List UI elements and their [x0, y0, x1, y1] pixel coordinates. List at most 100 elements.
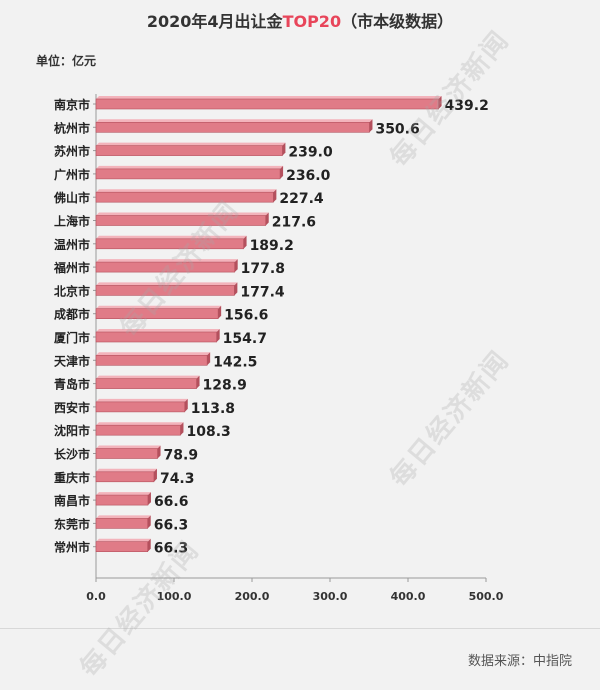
bar-chart: 0.0 100.0 200.0 300.0 400.0 500.0 南京市 439.2 杭州市 3… [53, 94, 504, 603]
chart-title: 2020年4月出让金TOP20（市本级数据） [0, 8, 600, 32]
bar [95, 518, 149, 529]
source-label: 数据来源：中指院 [467, 654, 572, 669]
value-label: 227.4 [279, 191, 324, 207]
bar-end-face [216, 329, 220, 342]
title-highlight: TOP20 [282, 12, 342, 31]
bar-end-face [207, 352, 211, 366]
bar-top-face [96, 259, 238, 263]
category-label: 杭州市 [54, 120, 90, 135]
value-label: 439.2 [445, 98, 489, 114]
bar-top-face [96, 142, 286, 146]
category-label: 青岛市 [54, 377, 90, 392]
category-label: 上海市 [54, 214, 90, 229]
bar-top-face [96, 189, 277, 193]
bar-end-face [282, 142, 286, 156]
bar [95, 494, 149, 506]
value-label: 236.0 [286, 168, 331, 184]
bar-end-face [184, 398, 188, 412]
bar-top-face [96, 235, 247, 239]
value-label: 177.4 [240, 284, 285, 300]
bar-top-face [96, 329, 220, 332]
bar-end-face [147, 492, 151, 506]
bar-top-face [96, 515, 151, 519]
value-label: 108.3 [186, 424, 230, 440]
title-part2: （市本级数据） [341, 12, 454, 31]
bar-top-face [96, 538, 151, 542]
category-label: 重庆市 [54, 470, 90, 485]
bar-top-face [96, 468, 157, 472]
category-label: 北京市 [54, 283, 90, 298]
x-tick-label: 500.0 [469, 590, 504, 603]
category-label: 苏州市 [54, 144, 90, 159]
bar-end-face [369, 119, 373, 133]
bar-top-face [96, 305, 222, 309]
bar-end-face [243, 235, 247, 249]
bar [95, 424, 181, 436]
bar [95, 448, 158, 459]
bar-top-face [96, 492, 151, 496]
bar-end-face [234, 259, 238, 273]
value-label: 66.3 [154, 517, 189, 533]
bar [95, 168, 281, 180]
value-label: 217.6 [272, 215, 316, 231]
x-tick-label: 200.0 [235, 590, 270, 603]
bar [95, 238, 244, 250]
value-label: 350.6 [375, 121, 419, 137]
bar [95, 471, 155, 483]
bar-top-face [96, 422, 184, 426]
bar [95, 331, 217, 343]
category-label: 成都市 [54, 307, 90, 322]
bar-end-face [234, 282, 238, 296]
footer-divider [0, 628, 600, 629]
bar [95, 378, 197, 389]
value-label: 113.8 [191, 401, 235, 417]
unit-label: 单位：亿元 [36, 54, 97, 68]
value-label: 239.0 [288, 145, 333, 161]
bar-end-face [280, 165, 284, 179]
bar-top-face [96, 398, 188, 402]
bar [95, 401, 186, 413]
bar [95, 354, 208, 366]
category-label: 长沙市 [54, 447, 90, 462]
x-tick-label: 300.0 [313, 590, 348, 603]
bar [95, 541, 149, 553]
bar-end-face [273, 189, 277, 203]
value-label: 74.3 [160, 471, 195, 487]
category-label: 佛山市 [53, 190, 90, 205]
x-tick-label: 100.0 [157, 590, 192, 603]
bar-end-face [218, 305, 222, 319]
bar [95, 215, 267, 226]
bar-end-face [180, 422, 184, 436]
category-label: 常州市 [54, 540, 90, 555]
bar-top-face [96, 165, 284, 169]
value-label: 142.5 [213, 354, 257, 370]
bar-end-face [438, 96, 442, 109]
value-label: 78.9 [164, 448, 199, 464]
title-part1: 2020年4月出让金 [146, 12, 283, 31]
category-label: 东莞市 [54, 516, 90, 531]
bar [95, 145, 283, 156]
bar-top-face [96, 445, 161, 449]
bar-top-face [96, 119, 373, 123]
x-tick-label: 400.0 [391, 590, 426, 603]
bar-top-face [96, 282, 238, 286]
x-tick-label: 0.0 [86, 590, 106, 603]
category-label: 沈阳市 [54, 423, 90, 438]
category-label: 广州市 [54, 167, 90, 182]
bar-end-face [196, 375, 200, 389]
value-label: 66.6 [154, 494, 189, 510]
bar [95, 308, 219, 320]
bar-end-face [147, 538, 151, 552]
bar-top-face [96, 212, 269, 216]
bar-top-face [96, 375, 200, 379]
bar-top-face [96, 352, 211, 356]
bar-end-face [157, 445, 161, 459]
bar-end-face [265, 212, 269, 226]
bar [95, 122, 370, 133]
category-label: 厦门市 [54, 330, 90, 345]
category-label: 南昌市 [54, 493, 90, 508]
value-label: 66.3 [154, 541, 189, 557]
category-label: 温州市 [54, 237, 90, 252]
category-label: 天津市 [54, 353, 90, 368]
value-label: 156.6 [224, 308, 268, 324]
